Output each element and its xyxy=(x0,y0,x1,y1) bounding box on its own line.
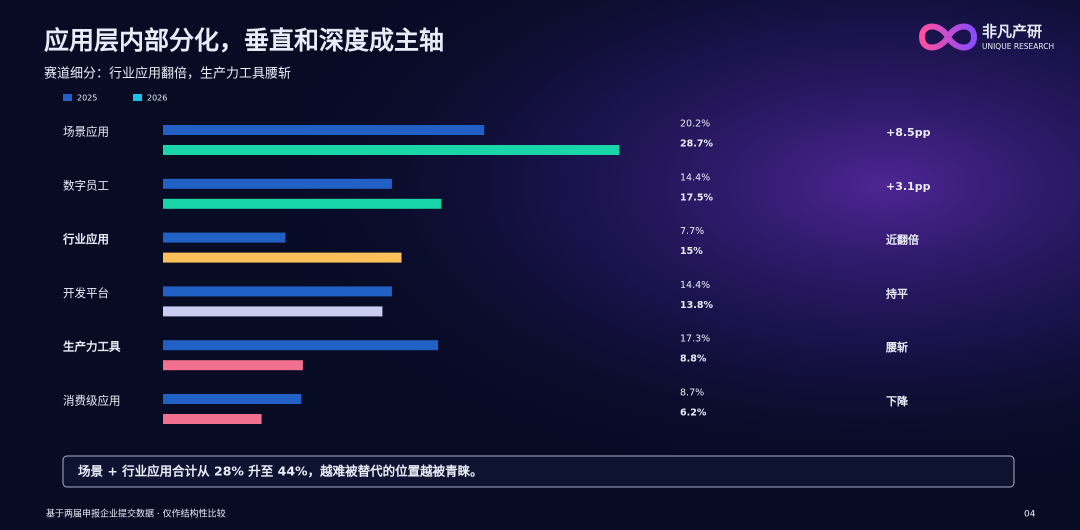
category-label: 数字员工 xyxy=(63,178,109,192)
page-number: 04 xyxy=(1024,510,1036,520)
bar xyxy=(163,145,620,155)
value-label: 13.8% xyxy=(680,300,713,311)
category-label: 场景应用 xyxy=(63,125,109,139)
bar xyxy=(163,125,485,135)
change-annotation: 近翻倍 xyxy=(886,233,919,247)
bar xyxy=(163,178,392,189)
chart-title: 应用层内部分化，垂直和深度成主轴 xyxy=(44,26,444,55)
brand-name: 非凡产研 xyxy=(982,23,1042,41)
chart-subtitle: 赛道细分：行业应用翻倍，生产力工具腰斩 xyxy=(44,66,291,82)
bar xyxy=(163,340,439,351)
value-label: 28.7% xyxy=(680,139,713,150)
bar xyxy=(163,394,302,404)
plot: 2025 2026 场景应用 20.2% 28.7% +8.5pp 数字员工 14.4% 17.… xyxy=(62,94,931,424)
change-annotation: 腰斩 xyxy=(885,340,908,354)
category-label: 消费级应用 xyxy=(63,394,121,408)
bar xyxy=(163,306,383,317)
legend-swatch xyxy=(63,94,72,101)
value-label: 14.4% xyxy=(680,280,710,291)
change-annotation: 下降 xyxy=(886,394,909,408)
value-label: 7.7% xyxy=(680,226,704,237)
bar xyxy=(163,414,262,424)
value-label: 14.4% xyxy=(680,172,710,183)
legend-swatch xyxy=(133,94,142,101)
logo-icon xyxy=(918,23,978,51)
value-label: 6.2% xyxy=(680,408,707,419)
legend-label: 2026 xyxy=(147,94,167,103)
change-annotation: +3.1pp xyxy=(886,180,931,193)
change-annotation: 持平 xyxy=(886,286,908,300)
note: 场景 + 行业应用合计从 28% 升至 44%，越难被替代的位置越被青睐。 xyxy=(78,464,483,479)
note-box xyxy=(62,455,1015,488)
value-label: 8.8% xyxy=(680,354,707,365)
bar xyxy=(163,198,442,209)
change-annotation: +8.5pp xyxy=(886,126,931,139)
legend-label: 2025 xyxy=(77,94,97,103)
category-label: 生产力工具 xyxy=(63,340,121,354)
category-label: 行业应用 xyxy=(62,232,109,246)
value-label: 15% xyxy=(680,246,703,257)
value-label: 17.5% xyxy=(680,192,713,203)
value-label: 17.3% xyxy=(680,334,710,345)
bar xyxy=(163,360,303,371)
footnote: 基于两届申报企业提交数据 · 仅作结构性比较 xyxy=(46,508,226,520)
bar xyxy=(163,232,286,243)
bar xyxy=(163,252,402,263)
category-label: 开发平台 xyxy=(63,286,109,300)
value-label: 8.7% xyxy=(680,388,704,399)
value-label: 20.2% xyxy=(680,119,710,130)
bar xyxy=(163,286,392,297)
brand-tagline: UNIQUE RESEARCH xyxy=(982,42,1054,51)
